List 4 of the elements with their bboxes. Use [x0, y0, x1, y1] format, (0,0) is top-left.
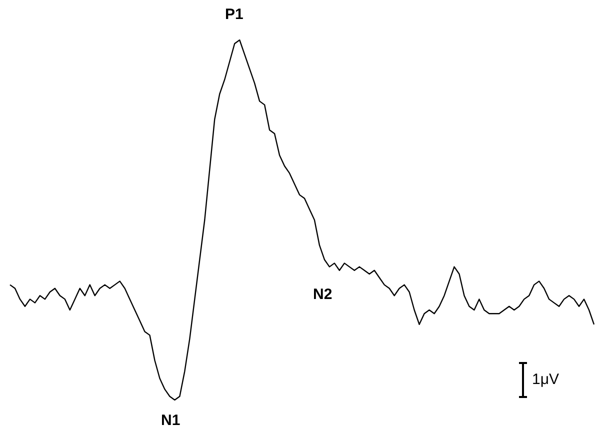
text: P1 [225, 6, 244, 23]
annotation: N2 [313, 286, 332, 303]
annotation: 1μV [532, 371, 559, 388]
text: N1 [161, 412, 180, 429]
